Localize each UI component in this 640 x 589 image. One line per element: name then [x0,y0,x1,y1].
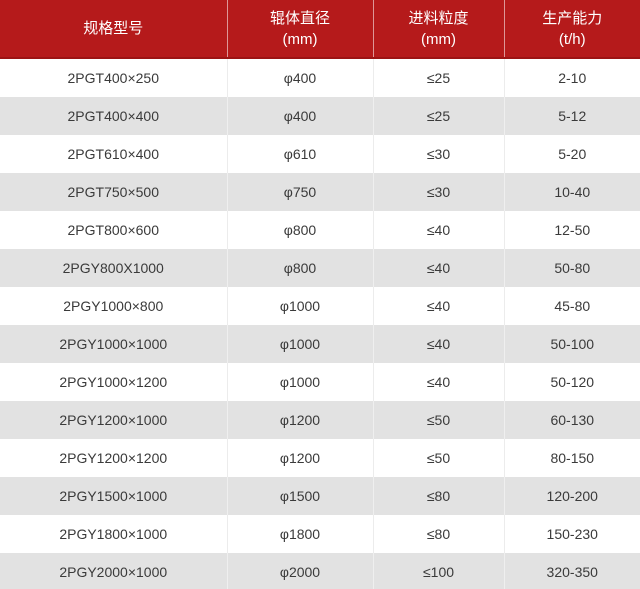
table-cell-capacity: 120-200 [503,477,640,515]
table-cell-model: 2PGY1800×1000 [0,515,227,553]
header-row: 规格型号 辊体直径 (mm) 进料粒度 (mm) [0,0,640,59]
column-header-capacity: 生产能力 (t/h) [503,0,640,59]
column-header-feed-size-label: 进料粒度 [408,9,469,27]
table-cell-diameter: φ800 [226,249,373,287]
column-header-diameter-label: 辊体直径 [269,9,330,27]
column-header-feed-size-unit: (mm) [421,30,456,48]
table-cell-capacity: 5-12 [503,97,640,135]
table-cell-feed-size: ≤30 [372,173,504,211]
table-row: 2PGT400×400 φ400 ≤25 5-12 [0,97,640,135]
table-row: 2PGY1500×1000 φ1500 ≤80 120-200 [0,477,640,515]
table-cell-model: 2PGY1000×1000 [0,325,227,363]
table-cell-diameter: φ750 [226,173,373,211]
table-cell-model: 2PGT750×500 [0,173,227,211]
table-cell-model: 2PGY2000×1000 [0,553,227,589]
table-cell-diameter: φ2000 [226,553,373,589]
table-cell-diameter: φ1200 [226,439,373,477]
table-cell-feed-size: ≤30 [372,135,504,173]
table-cell-diameter: φ1000 [226,287,373,325]
table-row: 2PGT750×500 φ750 ≤30 10-40 [0,173,640,211]
table-cell-feed-size: ≤40 [372,325,504,363]
table-cell-feed-size: ≤50 [372,401,504,439]
table-cell-capacity: 50-100 [503,325,640,363]
table-cell-diameter: φ1000 [226,363,373,401]
table-cell-diameter: φ1000 [226,325,373,363]
table-cell-feed-size: ≤25 [372,58,504,97]
table-cell-capacity: 10-40 [503,173,640,211]
column-header-model-label: 规格型号 [83,20,144,37]
column-header-feed-size: 进料粒度 (mm) [372,0,504,59]
table-cell-capacity: 320-350 [503,553,640,589]
table-cell-diameter: φ400 [226,97,373,135]
table-cell-capacity: 60-130 [503,401,640,439]
table-row: 2PGY1800×1000 φ1800 ≤80 150-230 [0,515,640,553]
table-row: 2PGT610×400 φ610 ≤30 5-20 [0,135,640,173]
table-cell-model: 2PGT610×400 [0,135,227,173]
table-cell-model: 2PGT400×400 [0,97,227,135]
table-row: 2PGY800X1000 φ800 ≤40 50-80 [0,249,640,287]
table-row: 2PGY1000×1200 φ1000 ≤40 50-120 [0,363,640,401]
table-cell-capacity: 50-120 [503,363,640,401]
table-cell-model: 2PGY1000×1200 [0,363,227,401]
table-cell-diameter: φ800 [226,211,373,249]
table-cell-capacity: 2-10 [503,58,640,97]
table-cell-model: 2PGY1200×1000 [0,401,227,439]
table-cell-model: 2PGT800×600 [0,211,227,249]
table-cell-capacity: 50-80 [503,249,640,287]
table-cell-model: 2PGY1500×1000 [0,477,227,515]
table-cell-feed-size: ≤100 [372,553,504,589]
table-cell-feed-size: ≤25 [372,97,504,135]
table-cell-diameter: φ1200 [226,401,373,439]
table-cell-capacity: 150-230 [503,515,640,553]
table-row: 2PGT800×600 φ800 ≤40 12-50 [0,211,640,249]
table-row: 2PGY1200×1200 φ1200 ≤50 80-150 [0,439,640,477]
column-header-capacity-label: 生产能力 [542,9,603,27]
table-cell-capacity: 12-50 [503,211,640,249]
table-row: 2PGY1200×1000 φ1200 ≤50 60-130 [0,401,640,439]
table-cell-feed-size: ≤40 [372,249,504,287]
table-row: 2PGT400×250 φ400 ≤25 2-10 [0,58,640,97]
spec-table-body: 2PGT400×250 φ400 ≤25 2-10 2PGT400×400 φ400 ≤25… [0,58,640,589]
table-cell-feed-size: ≤40 [372,211,504,249]
table-cell-diameter: φ610 [226,135,373,173]
table-cell-capacity: 45-80 [503,287,640,325]
column-header-diameter-unit: (mm) [282,30,318,48]
table-row: 2PGY1000×800 φ1000 ≤40 45-80 [0,287,640,325]
table-cell-model: 2PGT400×250 [0,58,227,97]
table-cell-feed-size: ≤50 [372,439,504,477]
table-cell-capacity: 5-20 [503,135,640,173]
table-cell-feed-size: ≤80 [372,515,504,553]
table-cell-capacity: 80-150 [503,439,640,477]
column-header-diameter: 辊体直径 (mm) [226,0,373,59]
table-cell-diameter: φ1500 [226,477,373,515]
table-cell-diameter: φ1800 [226,515,373,553]
table-cell-feed-size: ≤80 [372,477,504,515]
table-cell-model: 2PGY800X1000 [0,249,227,287]
table-cell-diameter: φ400 [226,58,373,97]
table-cell-model: 2PGY1200×1200 [0,439,227,477]
table-cell-feed-size: ≤40 [372,287,504,325]
column-header-model: 规格型号 [0,0,227,59]
table-row: 2PGY2000×1000 φ2000 ≤100 320-350 [0,553,640,589]
spec-table-header: 规格型号 辊体直径 (mm) 进料粒度 (mm) [0,0,640,59]
table-cell-feed-size: ≤40 [372,363,504,401]
table-cell-model: 2PGY1000×800 [0,287,227,325]
column-header-capacity-unit: (t/h) [558,30,586,48]
table-row: 2PGY1000×1000 φ1000 ≤40 50-100 [0,325,640,363]
